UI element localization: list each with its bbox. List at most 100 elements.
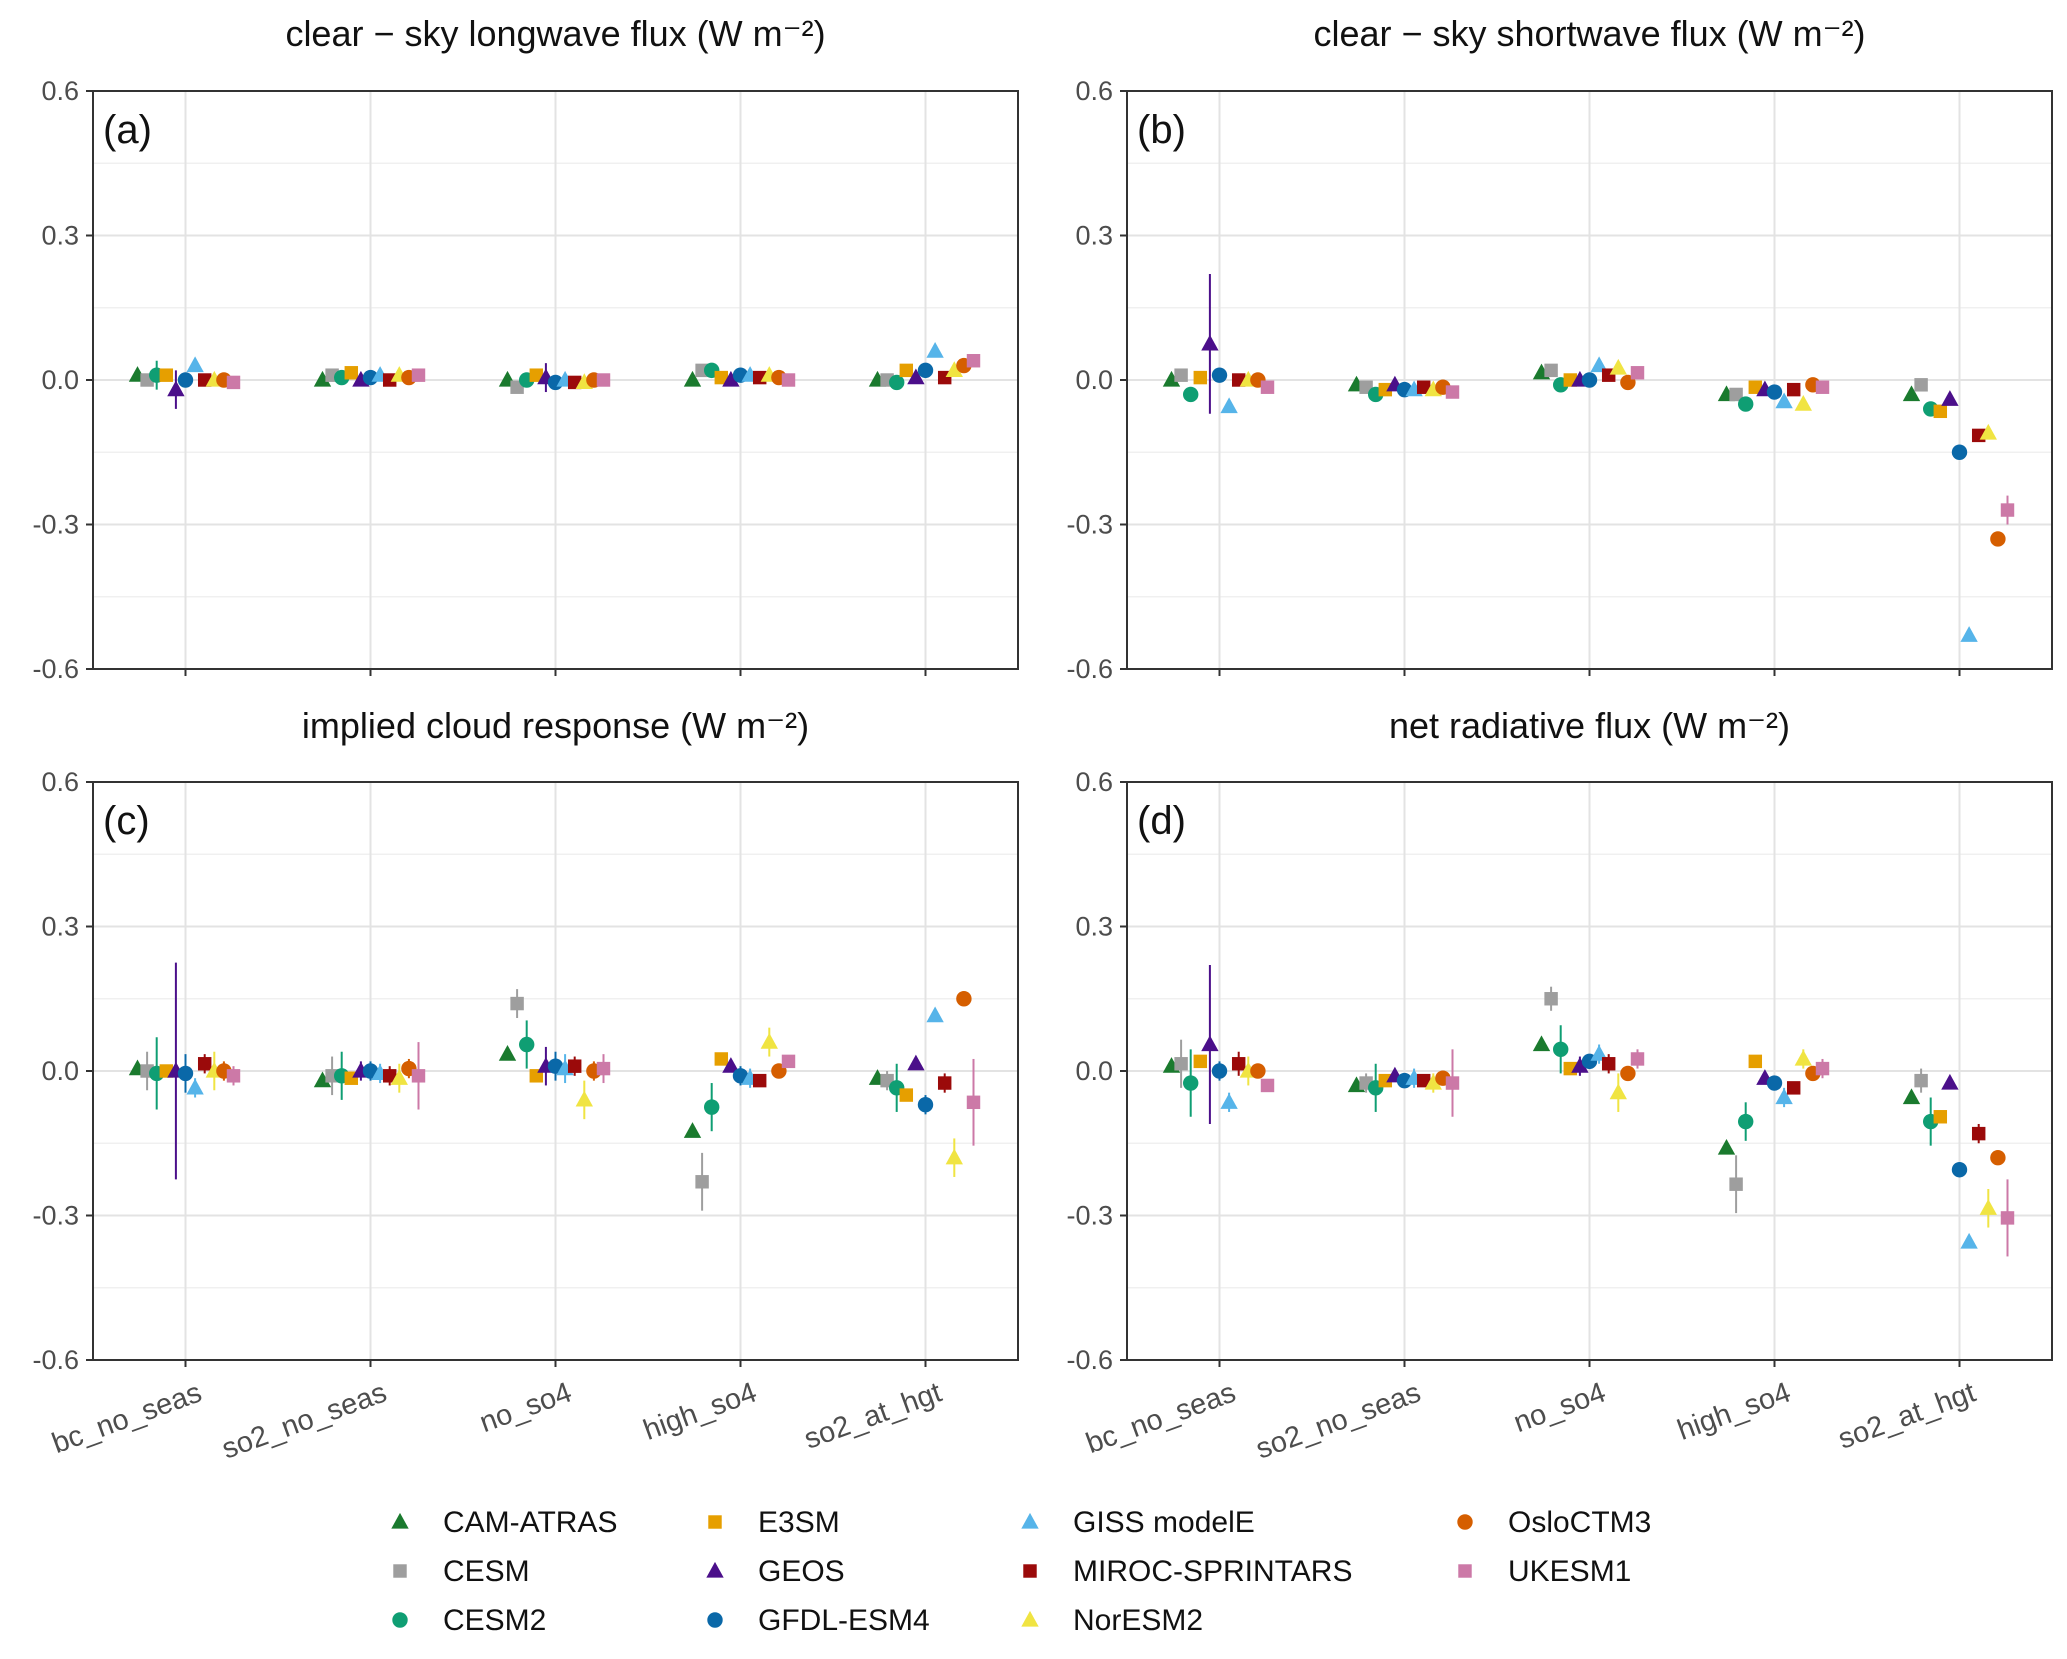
- data-point-ukesm1: [1815, 380, 1830, 394]
- panel-title: clear − sky longwave flux (W m⁻²): [285, 13, 825, 54]
- data-point-ukesm1: [596, 373, 611, 387]
- data-point-e3sm: [714, 370, 729, 385]
- panel-title: implied cloud response (W m⁻²): [302, 705, 809, 746]
- data-point-e3sm: [344, 366, 359, 380]
- data-point-cam-atras: [1717, 1138, 1736, 1155]
- legend-key: [393, 1564, 407, 1578]
- data-point-cesm2: [1738, 396, 1754, 412]
- data-point-gfdl-esm4: [1951, 444, 1968, 460]
- data-point-cesm: [510, 996, 524, 1011]
- legend-item: GFDL-ESM4: [707, 1604, 930, 1637]
- data-point-ukesm1: [411, 1069, 426, 1083]
- data-point-ukesm1: [966, 354, 981, 368]
- data-point-cesm: [1174, 1057, 1188, 1071]
- data-point-cesm: [1914, 378, 1928, 392]
- data-point-miroc-sprintars: [1231, 1057, 1246, 1071]
- data-point-gfdl-esm4: [1581, 372, 1598, 388]
- data-point-miroc-sprintars: [197, 1057, 212, 1071]
- data-point-cam-atras: [683, 1122, 702, 1138]
- data-point-geos: [1941, 1073, 1959, 1090]
- x-category-label: so2_no_seas: [1252, 1377, 1425, 1466]
- legend-label: NorESM2: [1073, 1604, 1203, 1637]
- data-point-gfdl-esm4: [177, 372, 194, 388]
- data-point-noresm2: [945, 1148, 963, 1165]
- data-point-osloctm3: [1620, 1065, 1636, 1082]
- data-point-gfdl-esm4: [917, 362, 934, 379]
- data-point-e3sm: [529, 368, 544, 382]
- y-tick-label: 0.3: [1075, 912, 1113, 942]
- legend-item: CESM: [393, 1555, 530, 1588]
- legend-key: [1457, 1514, 1473, 1530]
- data-point-ukesm1: [1445, 1076, 1460, 1090]
- data-point-cesm: [1174, 368, 1188, 382]
- panel-d: 0.6 0.3 0.0 -0.3 -0.6 (d) net radiative flux (…: [1066, 705, 2053, 1466]
- x-category-label: high_so4: [639, 1377, 761, 1447]
- data-point-ukesm1: [1445, 385, 1460, 399]
- y-tick-label: 0.6: [1075, 767, 1113, 797]
- data-point-cesm2: [1738, 1113, 1754, 1130]
- data-point-cesm: [1729, 1177, 1743, 1191]
- legend: CAM-ATRAS CESM CESM2 E3SM GEOS GFDL-ESM4 GISS …: [391, 1506, 1651, 1637]
- legend-label: MIROC-SPRINTARS: [1073, 1555, 1352, 1588]
- data-point-ukesm1: [226, 375, 241, 390]
- data-point-giss-modele: [186, 356, 204, 373]
- data-point-geos: [1571, 1057, 1589, 1073]
- legend-item: GEOS: [706, 1555, 845, 1588]
- data-point-gfdl-esm4: [1766, 1075, 1783, 1091]
- y-tick-label: -0.6: [1066, 1345, 1113, 1375]
- plot-frame: [92, 781, 1019, 1361]
- data-point-cesm: [695, 1175, 709, 1189]
- legend-item: GISS modelE: [1021, 1506, 1255, 1539]
- legend-item: NorESM2: [1021, 1604, 1203, 1637]
- data-point-osloctm3: [956, 991, 972, 1007]
- legend-item: E3SM: [708, 1506, 840, 1539]
- y-tick-label: 0.0: [1075, 365, 1113, 395]
- data-point-giss-modele: [1775, 392, 1793, 409]
- data-point-ukesm1: [2000, 1211, 2015, 1225]
- y-tick-label: 0.0: [41, 1056, 79, 1086]
- data-point-noresm2: [760, 1032, 778, 1049]
- data-point-e3sm: [1193, 370, 1208, 385]
- data-point-giss-modele: [1590, 356, 1608, 373]
- x-category-label: no_so4: [1510, 1377, 1610, 1440]
- data-point-cesm: [1729, 387, 1743, 402]
- data-point-cam-atras: [1902, 385, 1921, 402]
- y-tick-label: -0.6: [32, 654, 79, 684]
- legend-key: [391, 1512, 409, 1529]
- y-tick-label: -0.6: [1066, 654, 1113, 684]
- y-tick-label: 0.6: [41, 767, 79, 797]
- data-point-cesm2: [1183, 1075, 1199, 1091]
- data-point-ukesm1: [781, 373, 796, 387]
- panel-title: net radiative flux (W m⁻²): [1389, 705, 1790, 746]
- panel-b: 0.6 0.3 0.0 -0.3 -0.6 (b) clear − sky shortwav…: [1066, 13, 2053, 684]
- x-category-label: so2_no_seas: [218, 1377, 391, 1466]
- data-point-geos: [1201, 1035, 1219, 1052]
- data-point-miroc-sprintars: [382, 373, 397, 387]
- data-point-ukesm1: [2000, 503, 2015, 517]
- legend-key: [706, 1561, 724, 1578]
- y-tick-label: 0.3: [41, 221, 79, 251]
- data-point-ukesm1: [1630, 366, 1645, 380]
- panel-a: 0.6 0.3 0.0 -0.3 -0.6 (a) clear − sky longwave…: [32, 13, 1019, 684]
- data-point-noresm2: [1979, 423, 1997, 440]
- plot-frame: [92, 90, 1019, 670]
- data-point-cesm2: [519, 1036, 535, 1053]
- x-category-label: no_so4: [476, 1377, 576, 1440]
- data-point-miroc-sprintars: [1786, 382, 1801, 397]
- data-point-geos: [722, 370, 740, 387]
- data-point-giss-modele: [926, 1006, 944, 1023]
- data-point-e3sm: [1933, 404, 1948, 419]
- data-point-ukesm1: [781, 1054, 796, 1069]
- data-point-cesm: [1544, 992, 1558, 1006]
- data-point-cesm: [1544, 363, 1558, 378]
- data-point-cesm2: [704, 1099, 720, 1115]
- y-tick-label: 0.3: [1075, 221, 1113, 251]
- y-tick-label: 0.3: [41, 912, 79, 942]
- legend-label: GEOS: [758, 1555, 845, 1588]
- data-point-e3sm: [1748, 1054, 1763, 1069]
- legend-item: UKESM1: [1458, 1555, 1631, 1588]
- data-point-giss-modele: [1590, 1045, 1608, 1061]
- legend-item: CAM-ATRAS: [391, 1506, 617, 1539]
- y-tick-label: -0.3: [1066, 510, 1113, 540]
- data-point-ukesm1: [1260, 380, 1275, 394]
